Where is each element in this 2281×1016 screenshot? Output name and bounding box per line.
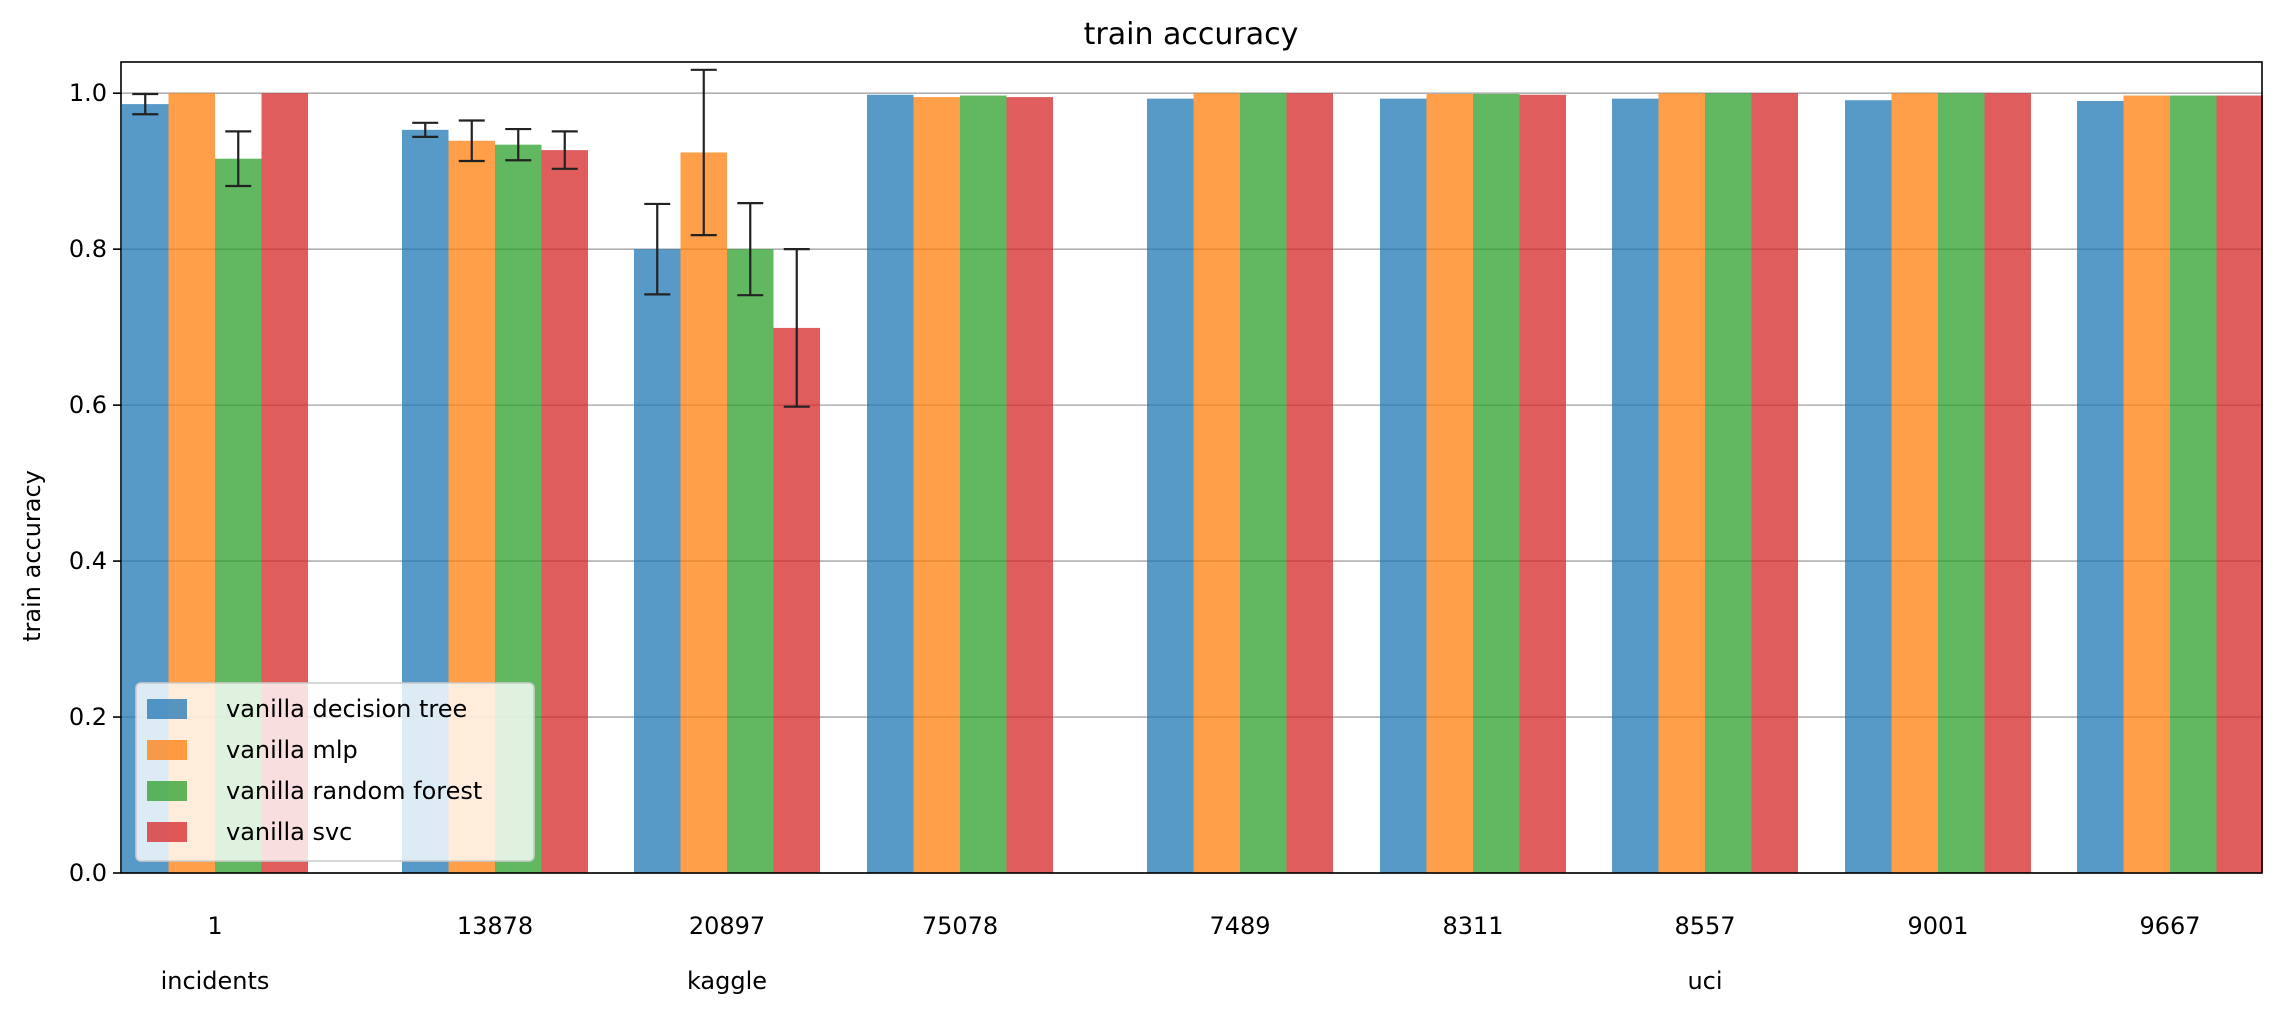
y-tick-label: 0.4 <box>69 547 107 575</box>
bar-vanilla-mlp-8557 <box>1658 93 1705 873</box>
bar-vanilla-decision-tree-8557 <box>1612 98 1659 874</box>
x-group-label: kaggle <box>687 967 767 995</box>
y-axis-ticks: 0.0 0.2 0.4 0.6 0.8 1.0 <box>69 79 121 887</box>
error-bar <box>225 130 252 188</box>
error-bar <box>690 68 717 237</box>
y-tick-label: 0.6 <box>69 391 107 419</box>
bar-vanilla-random-forest-8311 <box>1473 93 1520 874</box>
bar-vanilla-svc-20897 <box>773 327 820 873</box>
bar-vanilla-svc-8557 <box>1751 93 1798 873</box>
legend-item: vanilla random forest <box>147 777 482 805</box>
error-bar <box>458 119 485 163</box>
bar-vanilla-svc-9667 <box>2216 95 2263 873</box>
error-bar <box>412 121 439 138</box>
bar-vanilla-mlp-9001 <box>1891 93 1938 873</box>
x-tick-label: 20897 <box>689 912 765 940</box>
bar-vanilla-random-forest-7489 <box>1240 93 1287 873</box>
bar-vanilla-svc-13878 <box>541 150 588 873</box>
y-tick-label: 0.8 <box>69 235 107 263</box>
x-group-label: incidents <box>161 967 270 995</box>
bar-vanilla-mlp-8311 <box>1426 93 1473 874</box>
bar-vanilla-decision-tree-9667 <box>2077 100 2124 874</box>
legend-item: vanilla mlp <box>147 736 358 764</box>
x-tick-label: 75078 <box>922 912 998 940</box>
bar-vanilla-mlp-7489 <box>1193 93 1240 873</box>
legend-label: vanilla random forest <box>226 777 482 805</box>
y-tick-label: 1.0 <box>69 79 107 107</box>
bar-vanilla-decision-tree-20897 <box>634 249 681 874</box>
x-tick-label: 7489 <box>1209 912 1270 940</box>
x-tick-label: 8311 <box>1442 912 1503 940</box>
error-bar <box>644 202 671 296</box>
error-bar <box>551 130 578 170</box>
bar-vanilla-random-forest-8557 <box>1705 93 1752 873</box>
legend-item: vanilla decision tree <box>147 695 467 723</box>
bar-vanilla-decision-tree-8311 <box>1380 98 1427 874</box>
bar-vanilla-svc-75078 <box>1006 97 1053 873</box>
bar-vanilla-mlp-75078 <box>913 97 960 873</box>
x-tick-label: 9667 <box>2139 912 2200 940</box>
legend-swatch <box>147 822 187 842</box>
legend-label: vanilla decision tree <box>226 695 467 723</box>
x-axis-ticks: 1 13878 20897 75078 7489 8311 8557 9001 9667 <box>207 912 2200 940</box>
legend-item: vanilla svc <box>147 818 352 846</box>
chart-title: train accuracy <box>1084 17 1299 52</box>
legend-swatch <box>147 699 187 719</box>
y-tick-label: 0.2 <box>69 703 107 731</box>
legend-label: vanilla svc <box>226 818 352 846</box>
bar-vanilla-random-forest-20897 <box>727 249 774 874</box>
bar-vanilla-svc-7489 <box>1286 93 1333 873</box>
bar-vanilla-svc-9001 <box>1984 93 2031 873</box>
legend-label: vanilla mlp <box>226 736 358 764</box>
error-bars <box>132 68 810 408</box>
bar-vanilla-mlp-9667 <box>2123 95 2170 873</box>
plot-frame <box>120 61 2263 874</box>
bar-vanilla-random-forest-75078 <box>960 95 1007 873</box>
x-tick-label: 8557 <box>1674 912 1735 940</box>
x-group-label: uci <box>1687 967 1722 995</box>
x-tick-label: 13878 <box>457 912 533 940</box>
error-bar <box>783 248 810 408</box>
bar-vanilla-random-forest-9001 <box>1938 93 1985 873</box>
bar-vanilla-decision-tree-9001 <box>1845 100 1892 874</box>
bar-vanilla-random-forest-9667 <box>2170 95 2217 873</box>
bar-vanilla-decision-tree-75078 <box>867 94 914 873</box>
y-tick-label: 0.0 <box>69 859 107 887</box>
error-bar <box>737 202 764 297</box>
legend-swatch <box>147 781 187 801</box>
x-tick-label: 9001 <box>1907 912 1968 940</box>
legend-swatch <box>147 740 187 760</box>
bar-vanilla-decision-tree-7489 <box>1147 98 1194 874</box>
legend-box <box>135 682 535 862</box>
bar-vanilla-mlp-20897 <box>680 152 727 873</box>
legend: vanilla decision tree vanilla mlp vanilla … <box>135 682 535 862</box>
x-axis-groups: incidents kaggle uci <box>161 967 1723 995</box>
error-bar <box>132 92 159 116</box>
y-axis-label: train accuracy <box>18 470 46 642</box>
x-tick-label: 1 <box>207 912 222 940</box>
bar-vanilla-svc-8311 <box>1519 94 1566 873</box>
error-bar <box>505 127 532 162</box>
